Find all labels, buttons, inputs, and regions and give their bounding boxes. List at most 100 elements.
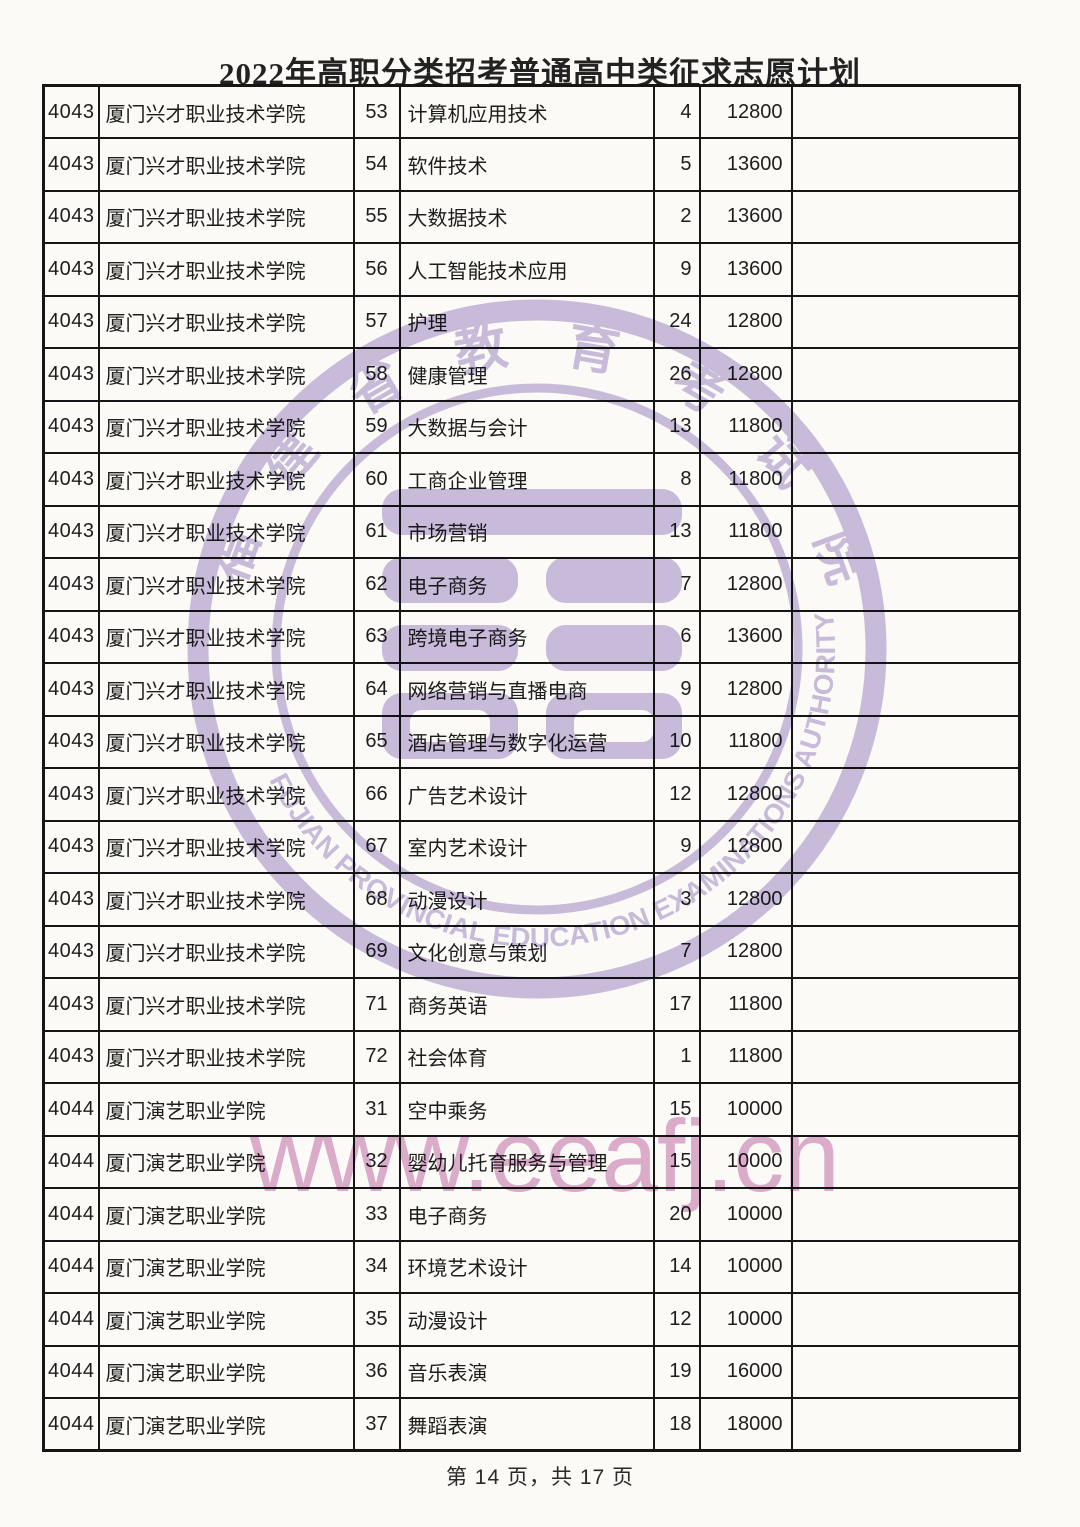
tuition-fee-cell: 11800 [698,399,793,454]
plan-table: 4043 厦门兴才职业技术学院 53 计算机应用技术 4 12800 4043 厦门兴才职业技… [42,84,1021,1452]
tuition-fee-cell: 12800 [698,662,793,717]
remark-cell [790,242,1021,297]
remark-cell [790,399,1021,454]
tuition-fee-cell: 13600 [698,242,793,297]
plan-count-cell: 10 [652,714,701,769]
college-name-cell: 厦门兴才职业技术学院 [97,977,355,1032]
plan-table-container: 4043 厦门兴才职业技术学院 53 计算机应用技术 4 12800 4043 厦门兴才职业技… [42,84,1021,1452]
college-name-cell: 厦门演艺职业学院 [97,1082,355,1137]
tuition-fee-cell: 12800 [698,84,793,139]
remark-cell [790,294,1021,349]
major-code-cell: 61 [352,504,401,559]
remark-cell [790,1397,1021,1452]
table-row: 4044 厦门演艺职业学院 37 舞蹈表演 18 18000 [42,1397,1021,1452]
major-name-cell: 网络营销与直播电商 [398,662,655,717]
table-row: 4044 厦门演艺职业学院 35 动漫设计 12 10000 [42,1292,1021,1347]
tuition-fee-cell: 12800 [698,924,793,979]
remark-cell [790,819,1021,874]
major-name-cell: 动漫设计 [398,872,655,927]
major-code-cell: 53 [352,84,401,139]
college-code-cell: 4043 [42,137,100,192]
major-code-cell: 65 [352,714,401,769]
college-name-cell: 厦门兴才职业技术学院 [97,1029,355,1084]
plan-count-cell: 14 [652,1239,701,1294]
college-code-cell: 4043 [42,242,100,297]
remark-cell [790,504,1021,559]
major-code-cell: 64 [352,662,401,717]
college-code-cell: 4044 [42,1292,100,1347]
college-code-cell: 4043 [42,504,100,559]
table-row: 4043 厦门兴才职业技术学院 54 软件技术 5 13600 [42,137,1021,192]
plan-count-cell: 12 [652,1292,701,1347]
plan-count-cell: 1 [652,1029,701,1084]
college-name-cell: 厦门兴才职业技术学院 [97,294,355,349]
major-name-cell: 计算机应用技术 [398,84,655,139]
table-row: 4043 厦门兴才职业技术学院 66 广告艺术设计 12 12800 [42,767,1021,822]
plan-count-cell: 9 [652,819,701,874]
major-code-cell: 66 [352,767,401,822]
plan-count-cell: 24 [652,294,701,349]
college-code-cell: 4043 [42,189,100,244]
table-row: 4043 厦门兴才职业技术学院 69 文化创意与策划 7 12800 [42,924,1021,979]
major-code-cell: 32 [352,1134,401,1189]
college-name-cell: 厦门兴才职业技术学院 [97,242,355,297]
page-number: 第 14 页，共 17 页 [445,1466,635,1489]
college-name-cell: 厦门兴才职业技术学院 [97,399,355,454]
table-row: 4043 厦门兴才职业技术学院 62 电子商务 7 12800 [42,557,1021,612]
remark-cell [790,1134,1021,1189]
table-row: 4043 厦门兴才职业技术学院 58 健康管理 26 12800 [42,347,1021,402]
plan-count-cell: 18 [652,1397,701,1452]
major-code-cell: 34 [352,1239,401,1294]
remark-cell [790,1292,1021,1347]
table-row: 4043 厦门兴才职业技术学院 61 市场营销 13 11800 [42,504,1021,559]
college-name-cell: 厦门兴才职业技术学院 [97,819,355,874]
tuition-fee-cell: 12800 [698,872,793,927]
major-name-cell: 舞蹈表演 [398,1397,655,1452]
major-name-cell: 室内艺术设计 [398,819,655,874]
college-name-cell: 厦门兴才职业技术学院 [97,872,355,927]
college-name-cell: 厦门兴才职业技术学院 [97,662,355,717]
plan-count-cell: 5 [652,137,701,192]
plan-count-cell: 9 [652,662,701,717]
plan-count-cell: 15 [652,1082,701,1137]
tuition-fee-cell: 10000 [698,1292,793,1347]
college-code-cell: 4043 [42,347,100,402]
major-code-cell: 55 [352,189,401,244]
major-name-cell: 动漫设计 [398,1292,655,1347]
college-code-cell: 4043 [42,977,100,1032]
college-name-cell: 厦门兴才职业技术学院 [97,504,355,559]
remark-cell [790,452,1021,507]
remark-cell [790,557,1021,612]
college-code-cell: 4043 [42,609,100,664]
college-name-cell: 厦门演艺职业学院 [97,1292,355,1347]
college-code-cell: 4043 [42,767,100,822]
remark-cell [790,609,1021,664]
major-name-cell: 健康管理 [398,347,655,402]
tuition-fee-cell: 11800 [698,1029,793,1084]
remark-cell [790,1082,1021,1137]
table-row: 4043 厦门兴才职业技术学院 72 社会体育 1 11800 [42,1029,1021,1084]
college-code-cell: 4043 [42,452,100,507]
table-row: 4043 厦门兴才职业技术学院 63 跨境电子商务 6 13600 [42,609,1021,664]
major-name-cell: 护理 [398,294,655,349]
major-name-cell: 广告艺术设计 [398,767,655,822]
college-code-cell: 4043 [42,294,100,349]
college-code-cell: 4043 [42,714,100,769]
major-code-cell: 31 [352,1082,401,1137]
table-row: 4043 厦门兴才职业技术学院 59 大数据与会计 13 11800 [42,399,1021,454]
table-row: 4044 厦门演艺职业学院 33 电子商务 20 10000 [42,1187,1021,1242]
remark-cell [790,1239,1021,1294]
remark-cell [790,1187,1021,1242]
table-row: 4043 厦门兴才职业技术学院 67 室内艺术设计 9 12800 [42,819,1021,874]
college-code-cell: 4044 [42,1134,100,1189]
major-code-cell: 33 [352,1187,401,1242]
remark-cell [790,189,1021,244]
tuition-fee-cell: 12800 [698,294,793,349]
major-name-cell: 跨境电子商务 [398,609,655,664]
major-name-cell: 商务英语 [398,977,655,1032]
plan-count-cell: 19 [652,1344,701,1399]
remark-cell [790,767,1021,822]
college-name-cell: 厦门兴才职业技术学院 [97,452,355,507]
remark-cell [790,137,1021,192]
major-name-cell: 音乐表演 [398,1344,655,1399]
